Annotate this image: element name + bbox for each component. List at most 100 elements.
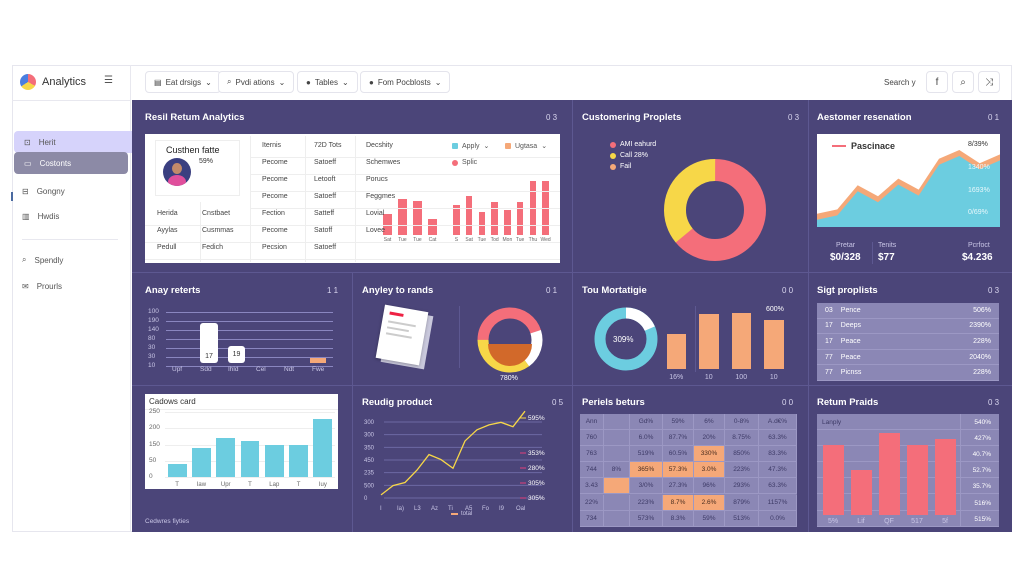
table-cell: 8.75%	[725, 430, 759, 447]
legend-splic: Splic	[452, 159, 477, 166]
sidebar-item-prourls[interactable]: ✉ Prourls	[22, 281, 63, 291]
col-divider	[960, 414, 961, 527]
series-label: 280%	[528, 465, 545, 472]
reudig-line-chart: 0 500 235 450 350 300 300 I Ia) L3 Az Ti A5 Fo I9 Oal 59…	[364, 410, 545, 512]
x-tick-label: 5%	[827, 518, 839, 525]
table-cell: 850%	[725, 446, 759, 463]
x-tick-label: I	[380, 506, 382, 512]
bar	[504, 209, 511, 235]
table-cell: 223%	[630, 494, 663, 511]
sidebar-item-spendly[interactable]: ⌕ Spendly	[22, 255, 64, 265]
bar	[313, 418, 333, 477]
area-label: 1340%	[968, 164, 990, 171]
y-tick-label: 100	[148, 308, 159, 315]
legend-item: Call 28%	[610, 152, 648, 159]
bar	[516, 202, 524, 235]
table-cell: 57.3%	[663, 462, 694, 479]
table-header: Lanply	[822, 419, 842, 426]
profile-card	[155, 140, 240, 196]
grid-line	[166, 339, 333, 340]
table-cell: Decshity	[366, 142, 393, 149]
panel-title: Customering Proplets	[582, 112, 682, 123]
area-label: 8/39%	[968, 141, 988, 148]
y-tick-label: 10	[148, 362, 156, 369]
row-divider	[250, 174, 560, 175]
bar	[465, 196, 473, 235]
list-item[interactable]: 03 Pence 506%	[817, 303, 999, 319]
bar-label: 600%	[766, 306, 784, 313]
chevron-down-icon: ⌄	[278, 77, 286, 87]
sidebar-divider	[22, 239, 118, 240]
toolbar-tables[interactable]: ● Tables ⌄	[297, 71, 358, 93]
sidebar-item-gongny[interactable]: ⊟ Gongny	[22, 186, 65, 196]
app-title: Analytics	[42, 76, 87, 88]
x-tick-label: I9	[499, 506, 505, 512]
circle-icon: ●	[306, 77, 311, 87]
facebook-icon[interactable]: f	[926, 71, 948, 93]
sidebar-item-herit[interactable]: ⊡ Herit	[14, 131, 136, 153]
table-cell: Pedull	[157, 244, 177, 251]
list-item-name: 77 Peace	[825, 354, 861, 361]
x-tick-label: Ti	[448, 506, 453, 512]
lock-icon: ⊡	[24, 137, 31, 147]
series-label: 305%	[528, 495, 545, 502]
stat-label: Pcrfoct	[968, 242, 990, 249]
donut-label: 309%	[613, 335, 634, 344]
legend-apply[interactable]: Apply ⌄	[452, 142, 489, 150]
panel-count: 0 5	[552, 398, 564, 407]
sidebar-item-hwdis[interactable]: ▥ Hwdis	[22, 211, 60, 221]
x-tick-label: Lif	[857, 518, 865, 525]
search-label[interactable]: Search y	[884, 78, 916, 87]
y-tick-label: 500	[364, 483, 375, 489]
proplists-table: 03 Pence 506% 17 Deeps 2390% 17 Peace 228% 77 Peac…	[817, 303, 999, 381]
table-cell: 63.3%	[759, 478, 797, 495]
toolbar-publications[interactable]: ⌕ Pvdi ations ⌄	[218, 71, 295, 93]
list-item-id: 77	[825, 369, 833, 377]
panel-title: Anay reterts	[145, 285, 201, 296]
table-cell: 27.3%	[663, 478, 694, 495]
list-item[interactable]: 77 Picnss 228%	[817, 365, 999, 381]
list-item[interactable]: 17 Peace 228%	[817, 334, 999, 350]
toolbar-edit-design[interactable]: ▤ Eat drsigs ⌄	[145, 71, 221, 93]
table-cell: 8%	[604, 462, 630, 479]
x-tick-label: Fwe	[312, 366, 325, 373]
list-item-id: 17	[825, 322, 833, 330]
row-divider	[250, 208, 560, 209]
praids-bar-chart: 5% Lif QF 517 5f	[819, 425, 959, 525]
toolbar-products[interactable]: ● Fom Pocblosts ⌄	[360, 71, 451, 93]
area-legend: Pascinace	[832, 141, 895, 151]
menu-icon[interactable]: ☰	[104, 75, 113, 86]
table-cell: Satoeff	[314, 159, 337, 166]
grid-line	[166, 348, 333, 349]
x-tick-label: Ndt	[284, 366, 295, 373]
bar	[428, 219, 437, 235]
panel-title: Reudig product	[362, 397, 433, 408]
y-label: 427%	[974, 435, 991, 443]
table-cell: Lovial	[366, 210, 385, 217]
table-cell: Letooft	[314, 176, 336, 183]
table-cell	[604, 510, 630, 527]
x-tick-label: Tue	[413, 237, 422, 243]
table-cell: Fection	[262, 210, 285, 217]
panel-title: Aestomer resenation	[817, 112, 912, 123]
y-label: 52.7%	[972, 467, 991, 475]
list-item[interactable]: 77 Peace 2040%	[817, 350, 999, 366]
sidebar-item-contents[interactable]: ▭ Costonts	[14, 152, 128, 174]
x-tick-label: 517	[911, 518, 923, 525]
list-item[interactable]: 17 Deeps 2390%	[817, 319, 999, 335]
table-cell: 72D Tots	[314, 142, 342, 149]
retail-b-bar-chart: S Sat Tue Tod Mon Tue Thu Wed	[450, 175, 552, 243]
area-series-cyan	[817, 156, 1000, 227]
grid-row	[817, 511, 999, 527]
table-cell: Lovee	[366, 227, 386, 234]
x-tick-label: Cat	[428, 237, 437, 243]
table-cell: 60.5%	[663, 446, 694, 463]
search-icon[interactable]: ⌕	[952, 71, 974, 93]
line-series	[380, 410, 526, 496]
table-cell: 513%	[725, 510, 759, 527]
bar	[453, 205, 460, 235]
legend-ugtasa[interactable]: Ugtasa ⌄	[505, 142, 547, 150]
mortatigie-bar-chart: 16% 10 100 10	[660, 305, 790, 381]
bar	[289, 444, 309, 477]
shuffle-icon[interactable]: ⤨	[978, 71, 1000, 93]
